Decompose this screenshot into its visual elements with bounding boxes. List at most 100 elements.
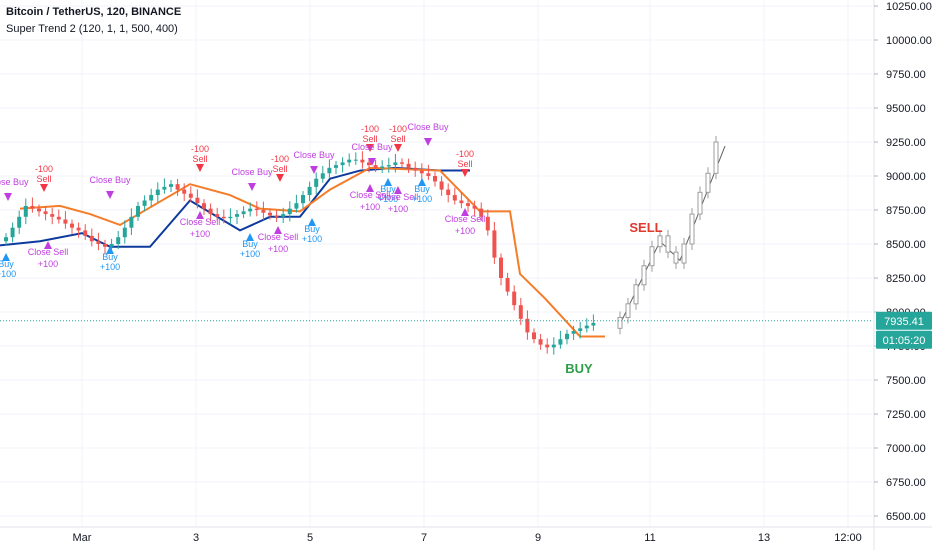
close-buy-label: Close Buy	[351, 142, 393, 152]
price-tick-label: 7000.00	[886, 443, 926, 455]
close-buy-arrow	[4, 193, 12, 201]
close-buy-label: Close Buy	[0, 177, 29, 187]
buy-arrow	[106, 246, 114, 254]
candle-body	[380, 166, 385, 168]
candle-body	[406, 163, 411, 168]
candle-body	[485, 216, 490, 231]
candle-body	[327, 167, 332, 174]
close-buy-arrow	[248, 183, 256, 191]
candle-body	[565, 333, 569, 340]
projected-candle-body	[657, 235, 663, 248]
candle-body	[367, 162, 371, 166]
signal-plus100-label: +100	[0, 269, 16, 279]
price-tick-label: 6500.00	[886, 511, 926, 523]
candle-body	[413, 167, 418, 171]
candle-body	[314, 178, 319, 187]
close-sell-arrow	[274, 226, 282, 234]
candle-body	[538, 339, 543, 345]
candle-body	[188, 193, 193, 198]
signal-plus100-label: +100	[302, 234, 322, 244]
signal-plus100-label: +100	[240, 249, 260, 259]
projected-candle-body	[697, 191, 703, 215]
close-sell-arrow	[366, 184, 374, 192]
candle-body	[459, 200, 464, 204]
close-sell-label: Close Sell	[180, 217, 221, 227]
candle-body	[512, 291, 517, 306]
candle-body	[254, 208, 259, 210]
candle-body	[347, 159, 352, 163]
price-tick-label: 10000.00	[886, 35, 932, 47]
signal-minus100-label: -100	[456, 149, 474, 159]
price-tick-label: 7250.00	[886, 409, 926, 421]
candle-body	[208, 208, 213, 215]
projected-candle-body	[705, 172, 711, 193]
candle-body	[492, 230, 497, 258]
projected-candle-body	[617, 316, 623, 329]
buy-label: Buy	[414, 184, 430, 194]
sell-label: Sell	[272, 164, 287, 174]
candle-body	[122, 227, 127, 238]
candle-body	[360, 159, 365, 163]
close-sell-arrow	[196, 211, 204, 219]
candle-body	[584, 325, 589, 329]
price-tick-label: 9500.00	[886, 103, 926, 115]
buy-annotation: BUY	[565, 361, 593, 376]
close-sell-arrow	[461, 208, 469, 216]
close-buy-label: Close Buy	[89, 175, 131, 185]
projected-candle-body	[625, 303, 631, 318]
candle-body	[17, 216, 22, 228]
candle-body	[89, 235, 94, 242]
sell-arrow	[394, 144, 402, 152]
candle-body	[162, 186, 167, 190]
candle-body	[241, 211, 246, 215]
signal-plus100-label: +100	[268, 244, 288, 254]
projection	[617, 136, 726, 335]
close-buy-label: Close Buy	[407, 122, 449, 132]
close-sell-arrow	[394, 186, 402, 194]
candle-body	[70, 223, 74, 228]
price-tick-label: 6750.00	[886, 477, 926, 489]
signal-plus100-label: +100	[100, 262, 120, 272]
signal-plus100-label: +100	[360, 202, 380, 212]
signal-plus100-label: +100	[388, 204, 408, 214]
indicator-label[interactable]: Super Trend 2 (120, 1, 1, 500, 400)	[6, 23, 178, 35]
price-tick-label: 9750.00	[886, 69, 926, 81]
candle-body	[353, 159, 358, 161]
buy-arrow	[308, 218, 316, 226]
close-sell-label: Close Sell	[258, 232, 299, 242]
candle-body	[149, 195, 154, 201]
countdown-badge	[876, 330, 932, 349]
candle-body	[551, 344, 556, 348]
candle-body	[571, 331, 576, 334]
time-tick-label: 11	[644, 532, 655, 544]
annotations: SELL BUY	[565, 220, 662, 376]
candle-body	[439, 181, 444, 190]
candle-body	[393, 162, 398, 166]
candle-body	[558, 339, 563, 345]
signal-plus100-label: +100	[412, 194, 432, 204]
candle-body	[175, 184, 180, 190]
close-sell-label: Close Sell	[445, 214, 486, 224]
candle-body	[518, 305, 523, 319]
candle-body	[340, 162, 345, 166]
candle-body	[274, 215, 279, 217]
candle-body	[182, 189, 187, 194]
buy-label: Buy	[380, 184, 396, 194]
candle-body	[155, 189, 160, 196]
buy-label: Buy	[0, 259, 14, 269]
candle-body	[499, 257, 503, 278]
candle-body	[83, 230, 88, 236]
close-buy-arrow	[106, 191, 114, 199]
buy-arrow	[2, 253, 10, 261]
signal-plus100-label: +100	[455, 226, 475, 236]
candle-body	[116, 237, 121, 244]
price-tick-label: 7500.00	[886, 375, 926, 387]
buy-label: Buy	[102, 252, 118, 262]
candle-body	[221, 216, 226, 219]
sell-arrow	[40, 184, 48, 192]
time-tick-label: 13	[758, 532, 770, 544]
